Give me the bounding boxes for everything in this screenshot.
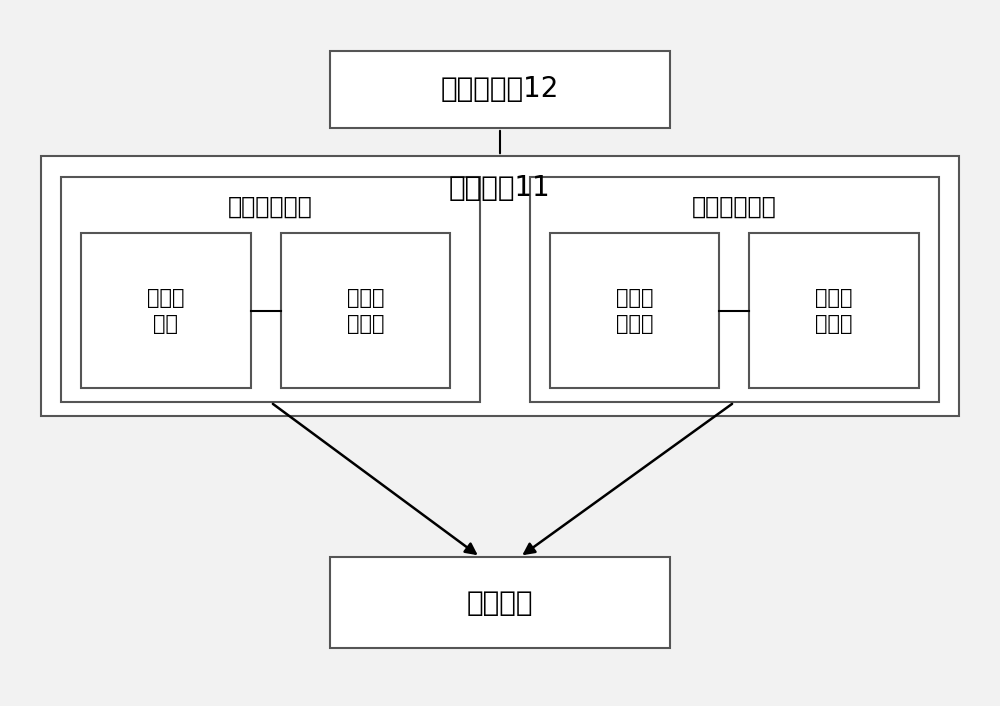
Bar	[330, 51, 670, 128]
Bar	[530, 177, 939, 402]
Bar	[81, 234, 251, 388]
Text: 第一采
集模块: 第一采 集模块	[347, 287, 384, 334]
Bar	[749, 234, 919, 388]
Bar	[550, 234, 719, 388]
Text: 测量模组11: 测量模组11	[449, 174, 551, 202]
Text: 条纹投
射模块: 条纹投 射模块	[616, 287, 653, 334]
Text: 散斑投
射器: 散斑投 射器	[147, 287, 185, 334]
Text: 第一测量模组: 第一测量模组	[228, 195, 313, 219]
Text: 第二采
集模块: 第二采 集模块	[815, 287, 853, 334]
Bar	[281, 234, 450, 388]
Text: 第二测量模组: 第二测量模组	[692, 195, 777, 219]
Text: 被测物体: 被测物体	[467, 589, 533, 616]
Bar	[41, 156, 959, 417]
Text: 计算机终端12: 计算机终端12	[441, 76, 559, 103]
Bar	[330, 557, 670, 648]
Bar	[61, 177, 480, 402]
